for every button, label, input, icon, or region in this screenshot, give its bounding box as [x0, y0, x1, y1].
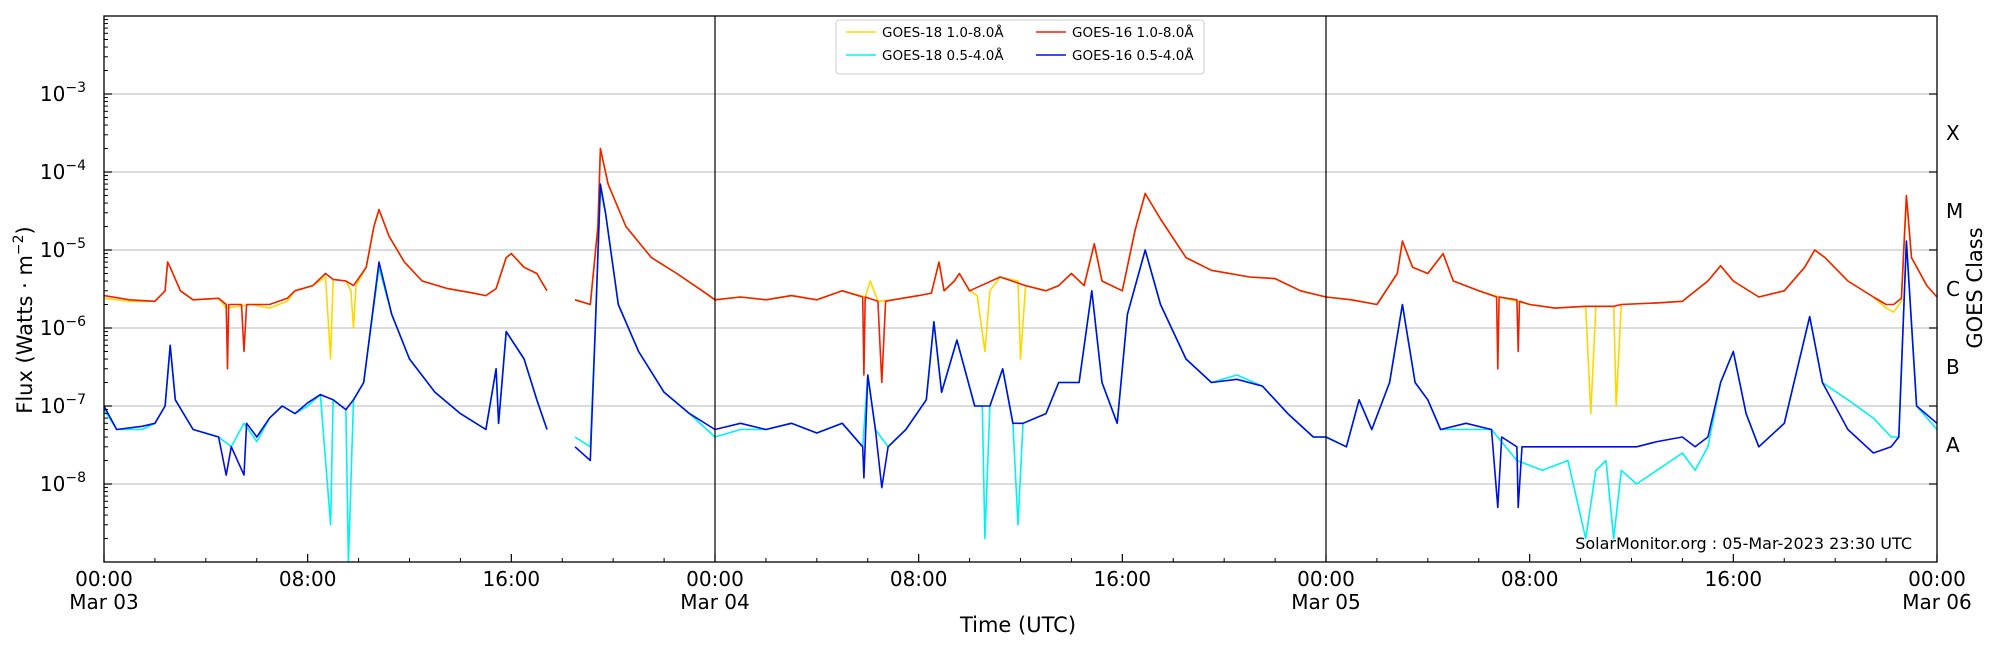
y-tick-label: 10−3: [40, 80, 86, 106]
legend-box: [835, 19, 1205, 75]
y-tick-label: 10−6: [40, 314, 86, 340]
goes-class-x: X: [1946, 121, 1960, 145]
legend-entry-label: GOES-18 1.0-8.0Å: [882, 24, 1004, 41]
x-tick-date-label: Mar 04: [680, 590, 750, 614]
y-tick-label: 10−8: [40, 470, 86, 496]
x-axis-title: Time (UTC): [959, 613, 1076, 637]
y-tick-label: 10−4: [40, 158, 86, 184]
series-line-3: [103, 147, 1938, 384]
goes-class-a: A: [1946, 433, 1960, 457]
watermark-text: SolarMonitor.org : 05-Mar-2023 23:30 UTC: [1575, 534, 1912, 553]
y-tick-label: 10−5: [40, 236, 86, 262]
x-tick-time-label: 00:00: [1297, 567, 1355, 591]
gridlines: [104, 93, 1937, 485]
x-tick-time-label: 16:00: [1705, 567, 1763, 591]
goes-class-m: M: [1946, 199, 1963, 223]
x-tick-time-label: 08:00: [279, 567, 337, 591]
goes-class-b: B: [1946, 355, 1960, 379]
x-tick-time-label: 08:00: [1501, 567, 1559, 591]
x-tick-time-label: 16:00: [483, 567, 541, 591]
series-lines: [103, 147, 1938, 563]
x-tick-time-label: 00:00: [1908, 567, 1966, 591]
x-tick-time-label: 08:00: [890, 567, 948, 591]
x-tick-date-label: Mar 03: [69, 590, 139, 614]
x-tick-time-label: 00:00: [686, 567, 744, 591]
x-tick-date-label: Mar 05: [1291, 590, 1361, 614]
goes-class-c: C: [1946, 277, 1960, 301]
y-tick-label: 10−7: [40, 392, 86, 418]
y-axis-title: Flux (Watts · m−2): [11, 226, 37, 414]
goes-class-labels: A B C M X: [1946, 121, 1963, 457]
legend-entry-label: GOES-16 1.0-8.0Å: [1072, 24, 1194, 41]
legend-entry-label: GOES-18 0.5-4.0Å: [882, 47, 1004, 64]
x-tick-time-label: 16:00: [1094, 567, 1152, 591]
y2-axis-title: GOES Class: [1963, 227, 1987, 348]
legend-entry-label: GOES-16 0.5-4.0Å: [1072, 47, 1194, 64]
x-tick-date-label: Mar 06: [1902, 590, 1972, 614]
x-tick-time-label: 00:00: [75, 567, 133, 591]
legend: GOES-18 1.0-8.0Å GOES-18 0.5-4.0Å GOES-16 …: [835, 19, 1205, 75]
series-line-4: [103, 183, 1938, 509]
